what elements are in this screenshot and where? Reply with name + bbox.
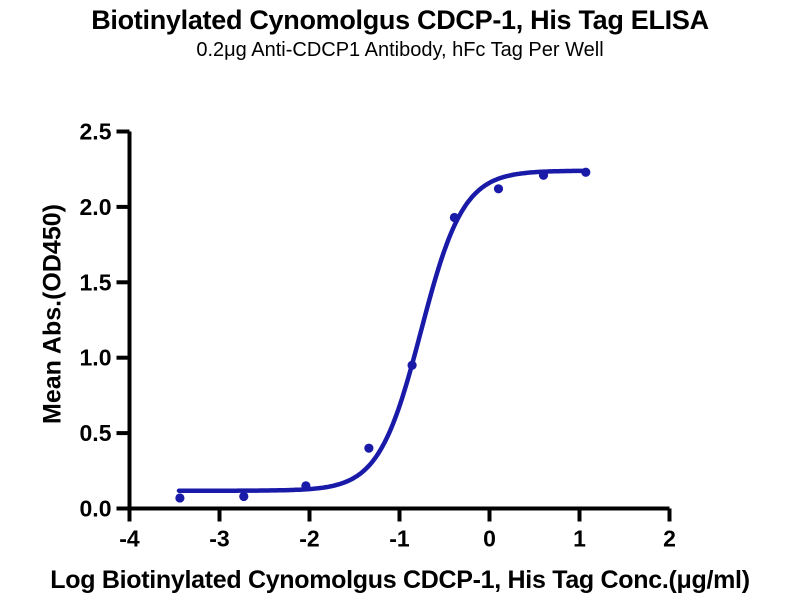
data-point <box>175 493 185 503</box>
data-point <box>301 481 311 491</box>
x-axis-label: Log Biotinylated Cynomolgus CDCP-1, His … <box>50 566 750 594</box>
data-point <box>449 212 459 223</box>
y-tick-label: 1.5 <box>80 269 112 295</box>
y-tick-label: 1.0 <box>80 345 112 371</box>
x-tick-label: 0 <box>483 526 496 552</box>
data-point <box>239 491 249 502</box>
x-tick-label: -1 <box>389 526 410 552</box>
fit-curve <box>176 168 589 493</box>
x-tick-label: -4 <box>119 526 140 552</box>
y-axis-label: Mean Abs.(OD450) <box>38 204 67 424</box>
x-tick-label: 1 <box>573 526 586 552</box>
chart-title: Biotinylated Cynomolgus CDCP-1, His Tag … <box>91 5 709 35</box>
chart-subtitle: 0.2μg Anti-CDCP1 Antibody, hFc Tag Per W… <box>196 39 604 61</box>
x-tick-label: -2 <box>299 526 319 552</box>
y-tick-label: 2.0 <box>80 194 112 220</box>
data-point <box>538 170 549 180</box>
data-point <box>364 443 374 453</box>
data-point <box>581 167 591 177</box>
x-tick-label: -3 <box>209 526 229 552</box>
y-tick-label: 0.5 <box>80 420 112 446</box>
x-tick-label: 2 <box>663 526 676 552</box>
y-tick-label: 0.0 <box>80 496 112 522</box>
y-tick-label: 2.5 <box>80 119 112 145</box>
data-point <box>407 360 417 370</box>
data-point <box>493 184 504 194</box>
